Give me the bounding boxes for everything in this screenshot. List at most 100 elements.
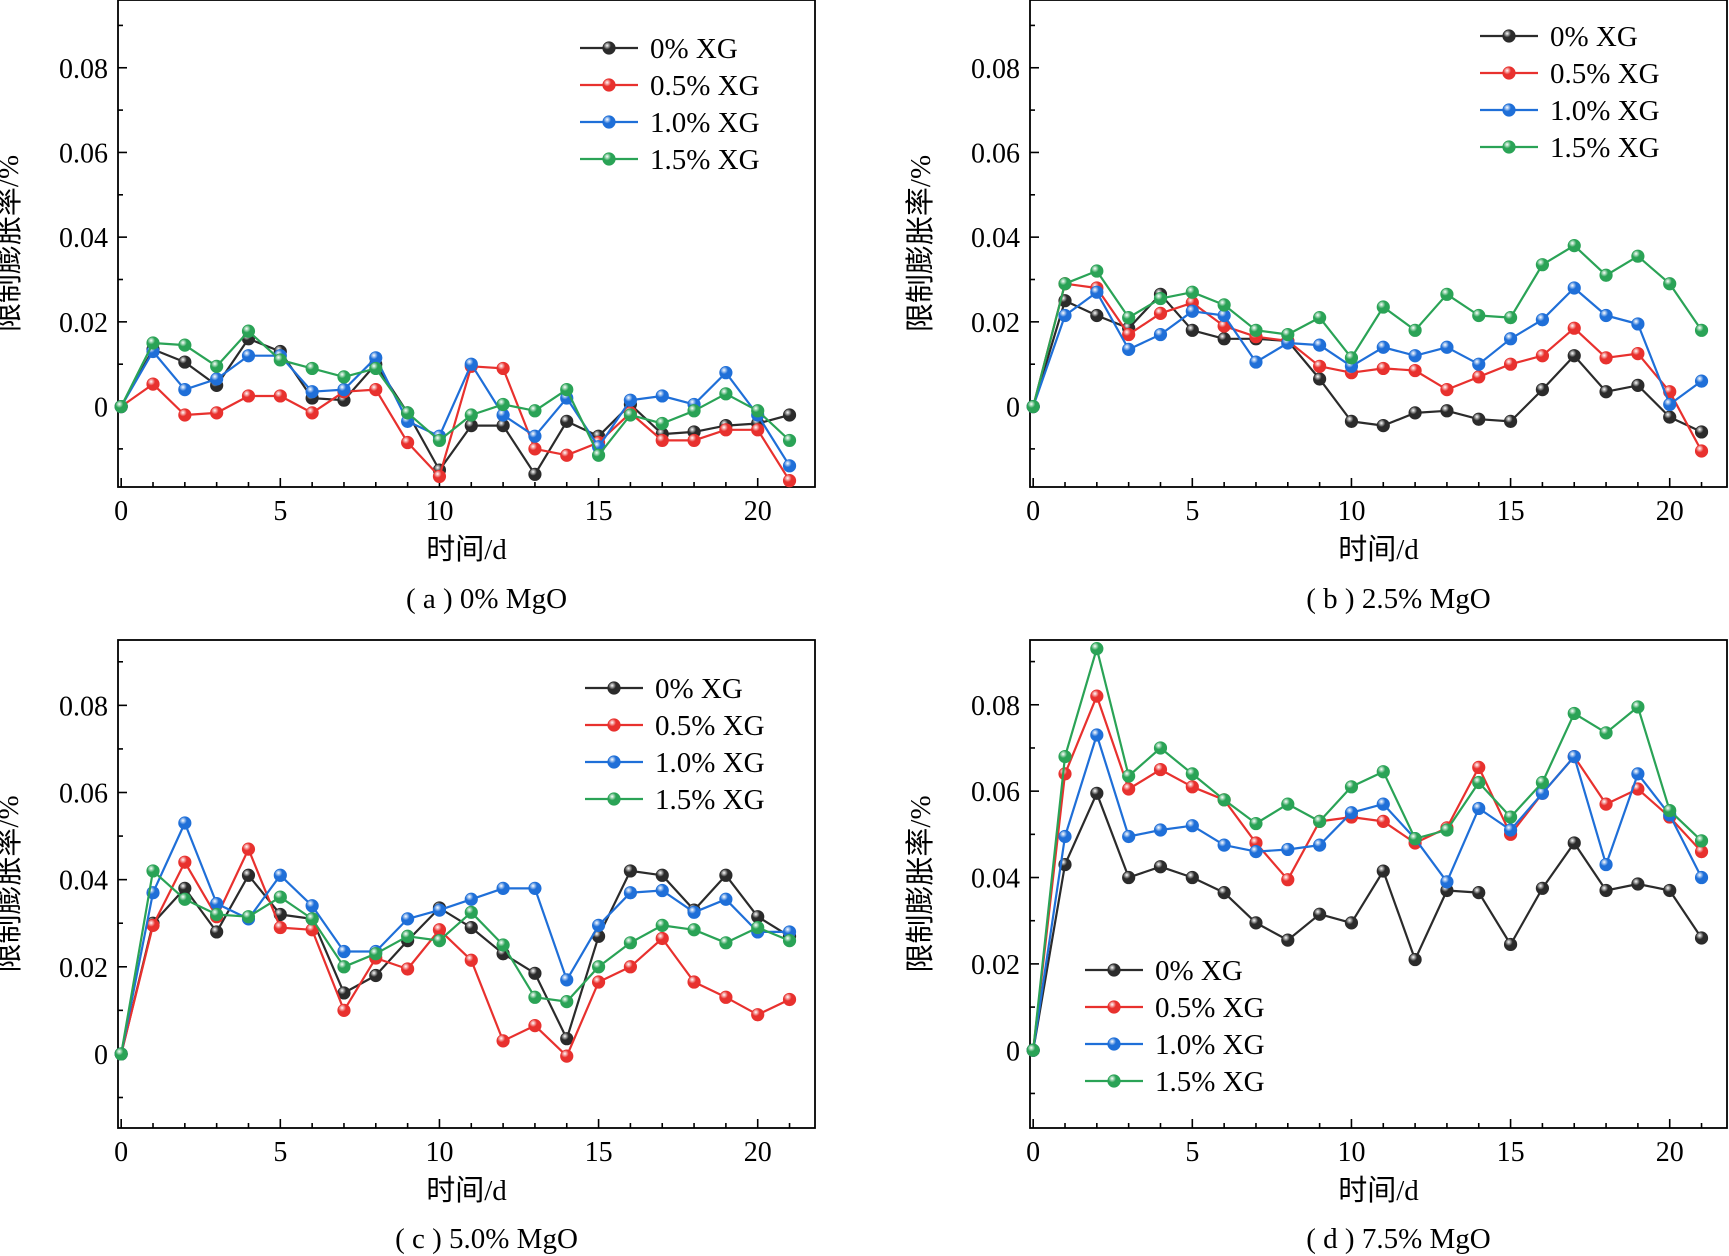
series-line [1032,647,1703,1051]
data-point [655,883,669,898]
data-point [751,920,765,935]
y-tick-label: 0.04 [971,864,1020,895]
legend-entry: 1.0% XG [655,747,765,779]
data-point [496,881,510,895]
data-point [1376,864,1390,878]
data-point [210,406,224,420]
data-point [1153,860,1168,874]
legend-entry: 0.5% XG [650,70,760,102]
data-point [528,990,542,1004]
data-point [178,892,192,906]
data-point [1376,765,1390,779]
y-tick-label: 0.02 [59,953,108,984]
data-point [1567,750,1581,764]
data-point [719,868,733,882]
data-point [1376,361,1390,376]
legend-entry: 1.0% XG [1155,1029,1265,1061]
data-point [432,433,447,448]
series-1-0-xg [1026,728,1709,1057]
data-point [528,467,542,481]
x-tick-label: 15 [585,1137,613,1168]
data-point [1472,370,1486,384]
data-point [1408,349,1422,363]
data-point [1663,277,1677,291]
data-point [1599,351,1613,365]
data-point [1090,642,1104,656]
x-tick-label: 0 [1026,496,1040,527]
x-tick-label: 20 [1656,1137,1684,1168]
data-point [1535,258,1550,272]
legend-marker [1502,140,1516,154]
y-tick-label: 0.08 [971,54,1020,85]
series-line [120,869,790,1055]
legend-entry: 0.5% XG [655,710,765,742]
series-0-xg [114,864,797,1061]
data-point [401,435,415,450]
data-point [1281,797,1295,811]
data-point [1122,782,1136,796]
legend-marker [1107,1000,1121,1014]
data-point [1249,916,1263,930]
data-point [560,995,574,1009]
data-point [1472,760,1486,774]
x-tick-label: 15 [1497,1137,1525,1168]
data-point [1663,410,1677,424]
y-axis-label: 限制膨胀率/% [0,155,25,332]
data-point [1185,323,1199,337]
data-point [528,442,542,456]
x-tick-label: 20 [1656,496,1684,527]
panel-caption: ( d ) 7.5% MgO [1306,1223,1490,1255]
data-point [655,389,669,403]
data-point [210,372,224,386]
series-line [120,869,791,1055]
data-point [1090,285,1104,299]
data-point [305,406,319,420]
data-point [1503,810,1518,824]
data-point [687,905,701,919]
series-0-5-xg [114,842,797,1063]
data-point [1535,313,1550,327]
data-point [1185,767,1199,781]
data-point [210,925,224,939]
data-point [719,936,733,950]
data-point [496,361,510,376]
data-point [1440,875,1454,889]
data-point [1281,327,1295,342]
data-point [1249,816,1263,831]
data-point [241,868,256,882]
plot-frame [1029,0,1728,488]
data-point [528,429,542,443]
data-point [273,389,287,403]
data-point [1090,786,1104,800]
data-point [687,923,701,937]
data-point [337,944,351,959]
data-point [1663,803,1677,818]
data-point [1090,728,1104,742]
data-point [496,938,510,952]
data-point [623,393,638,407]
y-tick-label: 0.08 [59,54,108,85]
legend-entry: 1.5% XG [655,784,765,816]
data-point [1694,323,1709,337]
series-line [1032,286,1703,407]
data-point [719,387,733,401]
data-point [1535,775,1550,790]
legend-entry: 1.5% XG [1155,1066,1265,1098]
data-point [1376,814,1390,828]
data-point [591,960,606,974]
y-tick-label: 0.02 [971,308,1020,339]
data-point [178,338,192,352]
data-point [273,868,287,882]
chart-panel-1: 0 5 10 15 20 0 0.02 0.04 0.06 0.08 时间/d 限制膨胀率/% ( a … [0,0,816,615]
y-tick-label: 0 [94,393,108,424]
x-tick-label: 0 [1026,1137,1040,1168]
data-point [1217,298,1231,312]
y-axis-label: 限制膨胀率/% [904,155,937,332]
data-point [114,1047,128,1061]
data-point [1631,347,1645,361]
data-point [305,385,319,399]
x-tick-label: 10 [425,1137,453,1168]
x-tick-label: 5 [1185,1137,1199,1168]
data-point [369,361,383,376]
